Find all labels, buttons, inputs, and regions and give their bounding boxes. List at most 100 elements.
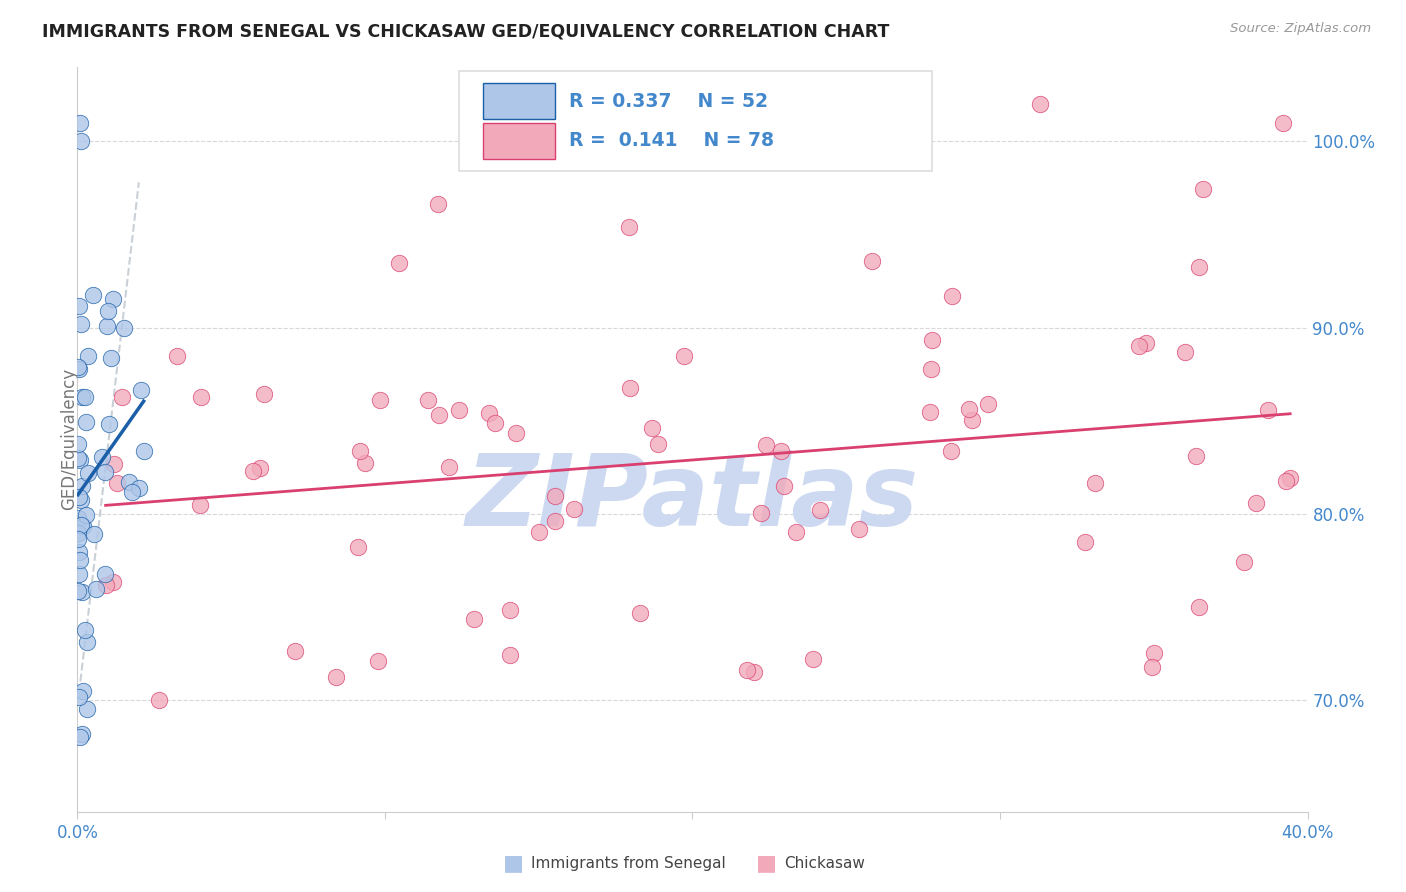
- Text: Immigrants from Senegal: Immigrants from Senegal: [531, 856, 727, 871]
- Point: [148, 693, 170, 707]
- Point: [527, 525, 550, 540]
- Point: [941, 289, 963, 303]
- Point: [641, 421, 664, 435]
- Point: [426, 196, 449, 211]
- Text: R =  0.141    N = 78: R = 0.141 N = 78: [569, 131, 775, 150]
- Point: [69, 493, 91, 508]
- Point: [349, 444, 371, 458]
- Point: [810, 502, 832, 516]
- Point: [70, 726, 93, 740]
- Point: [72, 683, 94, 698]
- Point: [82, 288, 104, 302]
- Point: [101, 575, 124, 590]
- Point: [1191, 182, 1213, 196]
- Point: [429, 409, 451, 423]
- Point: [478, 405, 501, 419]
- Point: [73, 390, 96, 404]
- Point: [801, 651, 824, 665]
- Point: [69, 317, 91, 331]
- Point: [67, 490, 90, 504]
- Point: [76, 635, 98, 649]
- Point: [1272, 116, 1295, 130]
- Point: [77, 349, 100, 363]
- Point: [957, 402, 980, 417]
- Point: [70, 135, 93, 149]
- Point: [90, 450, 112, 465]
- Point: [93, 465, 115, 479]
- Point: [100, 351, 122, 366]
- Point: [73, 624, 96, 638]
- Point: [1174, 345, 1197, 359]
- Point: [1279, 471, 1302, 485]
- Point: [67, 299, 90, 313]
- Point: [128, 481, 150, 495]
- Text: R = 0.337    N = 52: R = 0.337 N = 52: [569, 92, 769, 111]
- Point: [773, 478, 796, 492]
- Point: [66, 437, 89, 451]
- Point: [735, 663, 758, 677]
- Text: ■: ■: [756, 854, 776, 873]
- Point: [647, 437, 669, 451]
- Point: [76, 702, 98, 716]
- Point: [1257, 402, 1279, 417]
- Point: [617, 220, 640, 235]
- Point: [463, 612, 485, 626]
- Point: [70, 518, 93, 533]
- Point: [673, 349, 696, 363]
- Point: [66, 532, 89, 546]
- Point: [242, 464, 264, 478]
- Point: [284, 644, 307, 658]
- Point: [66, 450, 89, 465]
- Point: [437, 459, 460, 474]
- Point: [544, 514, 567, 528]
- Point: [70, 390, 93, 404]
- Point: [921, 334, 943, 348]
- Point: [97, 304, 120, 318]
- Text: IMMIGRANTS FROM SENEGAL VS CHICKASAW GED/EQUIVALENCY CORRELATION CHART: IMMIGRANTS FROM SENEGAL VS CHICKASAW GED…: [42, 22, 890, 40]
- Point: [70, 479, 93, 493]
- Y-axis label: GED/Equivalency: GED/Equivalency: [60, 368, 77, 510]
- Point: [94, 566, 117, 581]
- Point: [354, 456, 377, 470]
- Point: [96, 318, 118, 333]
- Point: [69, 690, 91, 704]
- Point: [484, 416, 506, 430]
- Point: [1188, 599, 1211, 614]
- Point: [920, 361, 942, 376]
- Point: [1185, 449, 1208, 463]
- Point: [67, 567, 90, 582]
- Point: [1073, 535, 1095, 549]
- Point: [1188, 260, 1211, 274]
- Point: [368, 392, 391, 407]
- Point: [544, 489, 567, 503]
- Point: [499, 602, 522, 616]
- Point: [121, 485, 143, 500]
- Point: [769, 443, 792, 458]
- Point: [131, 383, 153, 397]
- Point: [1084, 476, 1107, 491]
- Point: [69, 553, 91, 567]
- Point: [69, 453, 91, 467]
- Text: Chickasaw: Chickasaw: [785, 856, 866, 871]
- Point: [1140, 660, 1163, 674]
- Point: [1233, 555, 1256, 569]
- Point: [103, 457, 125, 471]
- Point: [1128, 339, 1150, 353]
- Point: [249, 461, 271, 475]
- Point: [67, 362, 90, 376]
- FancyBboxPatch shape: [484, 123, 555, 159]
- Point: [112, 321, 135, 335]
- Point: [77, 466, 100, 480]
- Point: [367, 654, 389, 668]
- Point: [749, 506, 772, 520]
- Point: [325, 670, 347, 684]
- Point: [1275, 475, 1298, 489]
- Point: [70, 585, 93, 599]
- Point: [132, 444, 155, 458]
- Point: [75, 416, 97, 430]
- Point: [188, 498, 211, 512]
- Point: [111, 391, 134, 405]
- Point: [941, 444, 963, 458]
- Point: [83, 526, 105, 541]
- Point: [416, 392, 439, 407]
